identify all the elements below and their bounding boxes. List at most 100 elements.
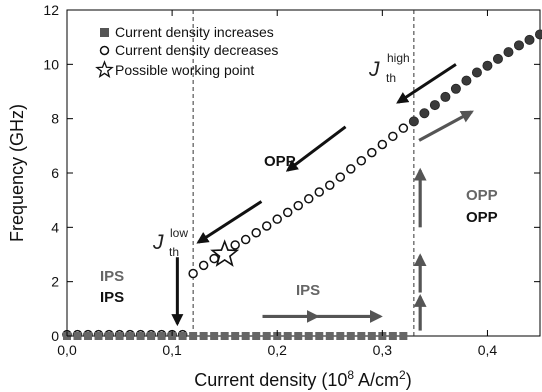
x-tick-label: 0,0 (57, 342, 77, 358)
legend-label-increases: Current density increases (115, 24, 274, 40)
point-decreasing (314, 187, 325, 197)
legend-marker-star (95, 60, 114, 78)
point-increasing (262, 332, 271, 340)
y-tick-label: 10 (43, 56, 59, 72)
point-decreasing (261, 221, 272, 231)
point-decreasing (240, 234, 251, 245)
label-ips-left-black: IPS (100, 289, 124, 306)
y-tick-label: 8 (51, 111, 59, 127)
label-opp-right-gray: OPP (466, 187, 498, 204)
point-decreasing (198, 260, 209, 271)
x-tick-label: 0,2 (267, 342, 287, 358)
point-increasing (388, 332, 397, 340)
point-decreasing (304, 194, 314, 204)
x-axis-label: Current density (108 A/cm2) (194, 368, 411, 390)
point-increasing (294, 332, 303, 340)
x-tick-label: 0,3 (373, 342, 393, 358)
series-current-density-increases (63, 29, 542, 340)
point-increasing (357, 332, 366, 340)
j-low-subscript: th (169, 245, 179, 259)
point-decreasing (272, 214, 282, 224)
point-decreasing (388, 131, 398, 142)
point-increasing (399, 332, 408, 340)
point-increasing (189, 332, 198, 340)
point-increasing (126, 332, 135, 340)
point-increasing (231, 332, 240, 340)
legend-label-decreases: Current density decreases (115, 42, 278, 58)
point-increasing (84, 332, 93, 340)
arrow (418, 110, 474, 142)
x-tick-label: 0,1 (162, 342, 182, 358)
y-tick-label: 6 (51, 165, 59, 181)
point-decreasing (377, 139, 388, 150)
x-tick-label: 0,4 (478, 342, 498, 358)
j-threshold-high-label: J high th (368, 51, 410, 85)
legend-marker-open-circle (99, 45, 110, 56)
point-increasing (492, 53, 503, 64)
point-increasing (429, 100, 440, 111)
point-increasing (136, 332, 145, 340)
label-ips-left-gray: IPS (100, 268, 124, 285)
point-increasing (346, 332, 355, 340)
point-increasing (367, 332, 376, 340)
point-decreasing (356, 156, 367, 166)
point-decreasing (251, 228, 261, 238)
legend-label-working-point: Possible working point (115, 62, 254, 78)
point-increasing (524, 34, 535, 45)
point-increasing (241, 332, 250, 340)
y-tick-label: 2 (51, 274, 59, 290)
arrow (396, 63, 457, 104)
point-increasing (336, 332, 345, 340)
point-increasing (461, 75, 472, 86)
axis-ticks: 0,0 0,1 0,2 0,3 0,4 0 2 4 6 8 10 12 (43, 2, 540, 358)
point-decreasing (209, 253, 219, 264)
point-decreasing (335, 172, 346, 182)
legend-marker-filled-square (100, 28, 109, 37)
y-tick-label: 0 (51, 328, 59, 344)
point-increasing (450, 83, 461, 94)
point-increasing (482, 60, 493, 71)
point-decreasing (293, 200, 303, 211)
arrow (196, 200, 263, 244)
point-increasing (252, 332, 261, 340)
point-increasing (94, 332, 103, 340)
point-decreasing (230, 240, 240, 250)
y-axis-label: Frequency (GHz) (7, 104, 27, 242)
point-increasing (325, 332, 334, 340)
label-opp-middle: OPP (264, 153, 296, 170)
y-tick-label: 4 (51, 219, 59, 235)
point-increasing (440, 91, 451, 102)
j-high-superscript: high (387, 51, 410, 65)
point-increasing (199, 332, 208, 340)
point-decreasing (325, 180, 335, 190)
point-decreasing (398, 123, 409, 133)
point-increasing (503, 47, 514, 58)
point-increasing (147, 332, 156, 340)
j-low-superscript: low (170, 226, 188, 240)
series-current-density-decreases (62, 123, 409, 340)
point-increasing (419, 108, 430, 119)
point-increasing (304, 332, 313, 340)
point-decreasing (188, 268, 198, 279)
j-high-symbol: J (368, 58, 380, 81)
point-increasing (210, 332, 219, 340)
j-high-subscript: th (386, 71, 396, 85)
point-increasing (220, 332, 229, 340)
point-increasing (157, 332, 166, 340)
point-decreasing (282, 207, 293, 218)
label-opp-right-black: OPP (466, 209, 498, 226)
legend: Current density increases Current densit… (95, 24, 278, 78)
point-increasing (408, 116, 419, 127)
point-increasing (315, 332, 324, 340)
point-decreasing (367, 147, 377, 158)
working-point-marker (210, 239, 240, 267)
label-ips-bottom: IPS (296, 282, 320, 299)
point-increasing (535, 29, 542, 40)
j-low-symbol: J (152, 231, 164, 254)
arrow (285, 125, 347, 172)
point-increasing (178, 332, 187, 340)
point-increasing (513, 40, 524, 51)
point-increasing (471, 67, 482, 78)
point-decreasing (346, 164, 356, 174)
